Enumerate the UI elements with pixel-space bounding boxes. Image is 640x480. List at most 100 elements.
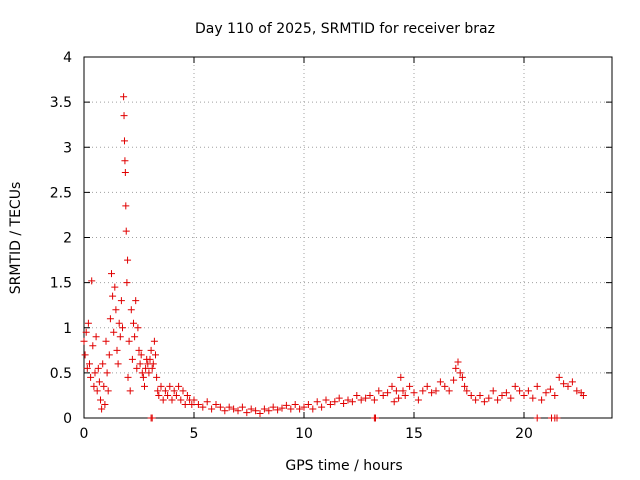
data-point [166, 382, 174, 390]
y-tick-label: 1.5 [50, 276, 72, 292]
data-point [472, 396, 480, 404]
data-point [432, 387, 440, 395]
data-point [357, 396, 365, 404]
data-point [115, 319, 123, 327]
y-axis: 0 0.5 1 1.5 2 2.5 3 3.5 4 [50, 50, 612, 427]
data-point [392, 387, 400, 395]
data-point [155, 391, 163, 399]
data-point [88, 277, 96, 285]
data-point [137, 351, 145, 359]
data-point [353, 391, 361, 399]
data-point [542, 389, 550, 397]
data-point [159, 396, 167, 404]
data-point [91, 369, 99, 377]
y-tick-label: 0 [63, 411, 72, 427]
data-point [287, 405, 295, 413]
data-point [436, 378, 444, 386]
data-point [395, 394, 403, 402]
data-point [110, 328, 118, 336]
data-point [126, 387, 134, 395]
data-point [370, 396, 378, 404]
y-tick-label: 3.5 [50, 95, 72, 111]
data-point [104, 387, 112, 395]
data-point [423, 382, 431, 390]
x-axis: 0 5 10 15 20 [80, 57, 533, 442]
data-point [322, 396, 330, 404]
data-point [511, 382, 519, 390]
data-point [225, 403, 233, 411]
data-point [212, 400, 220, 408]
data-point [454, 358, 462, 366]
y-tick-label: 2 [63, 231, 72, 247]
data-point [445, 387, 453, 395]
data-point [101, 400, 109, 408]
data-point [168, 396, 176, 404]
data-point [148, 364, 156, 372]
data-point [121, 157, 129, 165]
data-point [106, 315, 114, 323]
data-point [366, 391, 374, 399]
data-point [161, 387, 169, 395]
data-point [384, 389, 392, 397]
data-point [234, 407, 242, 415]
data-point [485, 394, 493, 402]
data-point [131, 333, 139, 341]
data-points [80, 93, 587, 422]
data-point [260, 405, 268, 413]
data-point [130, 319, 137, 327]
data-point [114, 360, 122, 368]
data-point [164, 391, 172, 399]
y-tick-label: 3 [63, 140, 72, 156]
data-point [109, 292, 117, 300]
data-point [86, 360, 93, 368]
data-point [340, 400, 348, 408]
data-point [149, 360, 157, 368]
data-point [203, 398, 211, 406]
data-point [179, 387, 187, 395]
data-point [397, 373, 405, 381]
data-point [313, 398, 321, 406]
data-point [406, 382, 414, 390]
data-point [335, 394, 343, 402]
data-point [132, 297, 140, 305]
data-point [419, 387, 427, 395]
data-point [87, 373, 95, 381]
data-point [181, 400, 189, 408]
data-point [269, 403, 277, 411]
data-point [379, 391, 387, 399]
data-point [188, 400, 196, 408]
data-point [116, 333, 124, 341]
data-point [125, 337, 133, 345]
data-point [121, 169, 129, 177]
data-point [119, 324, 126, 332]
data-point [300, 403, 308, 411]
y-tick-label: 1 [63, 321, 72, 337]
data-point [172, 391, 180, 399]
data-point [157, 382, 165, 390]
y-tick-label: 2.5 [50, 185, 72, 201]
data-point [348, 398, 356, 406]
data-point [516, 387, 524, 395]
data-point [148, 414, 156, 422]
data-point [102, 337, 110, 345]
data-point [560, 380, 568, 388]
data-point [120, 112, 128, 120]
data-point [564, 382, 572, 390]
data-point [331, 398, 339, 406]
data-point [410, 389, 418, 397]
data-point [375, 387, 383, 395]
data-point [362, 394, 370, 402]
data-point [553, 414, 561, 422]
data-point [551, 391, 559, 399]
data-point [94, 364, 102, 372]
data-point [142, 364, 150, 372]
data-point [90, 382, 98, 390]
data-point [113, 346, 121, 354]
x-tick-label: 15 [405, 426, 423, 442]
data-point [136, 360, 144, 368]
data-point [190, 396, 198, 404]
data-point [304, 400, 312, 408]
x-tick-label: 0 [80, 426, 89, 442]
data-point [133, 364, 141, 372]
